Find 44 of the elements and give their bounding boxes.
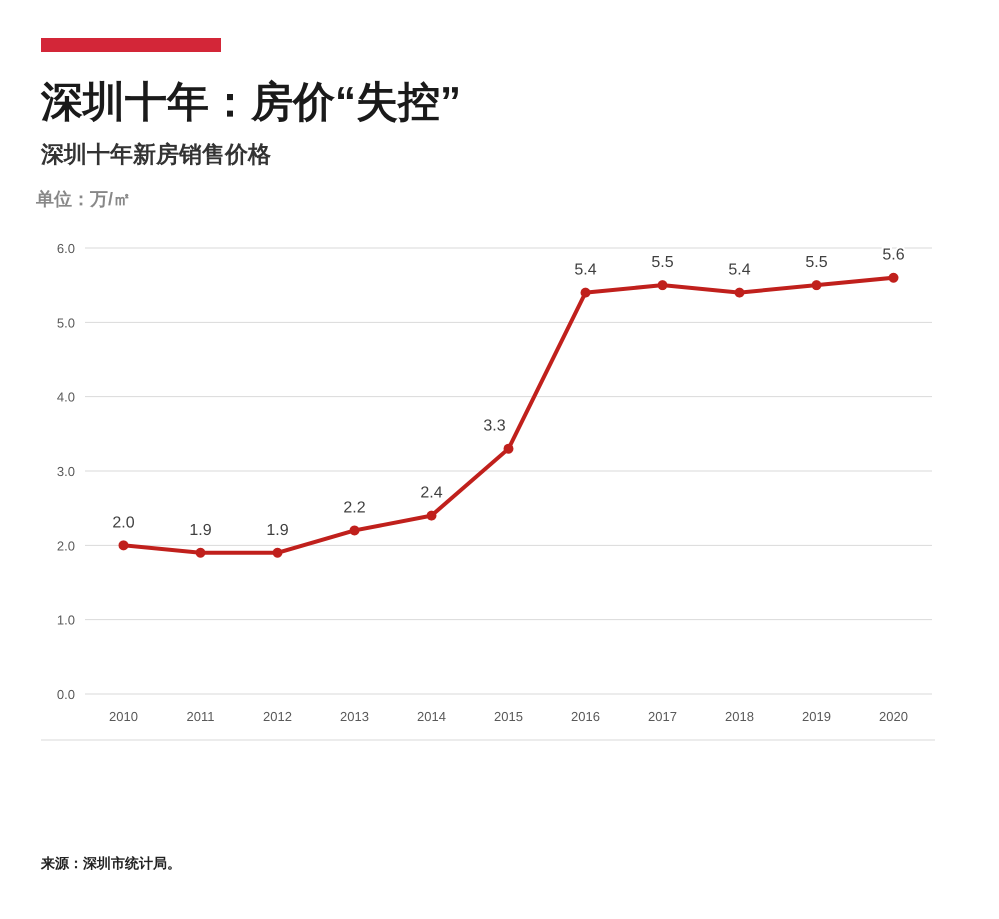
x-tick-label: 2020 — [879, 709, 908, 724]
x-tick-label: 2011 — [186, 709, 214, 724]
point — [888, 272, 898, 283]
data-label: 5.5 — [651, 254, 674, 272]
data-label: 3.3 — [483, 418, 506, 435]
point — [812, 280, 822, 290]
data-label: 5.6 — [882, 246, 905, 264]
chart-title: 深圳十年：房价“失控” — [40, 78, 461, 125]
data-label: 1.9 — [189, 522, 212, 539]
y-tick-label: 5.0 — [56, 315, 75, 330]
y-tick-label: 1.0 — [56, 612, 75, 628]
y-axis-title: 单位：万/㎡ — [35, 189, 132, 209]
x-tick-label: 2014 — [417, 709, 446, 724]
point — [350, 525, 360, 536]
x-tick-label: 2010 — [109, 709, 138, 724]
point — [272, 548, 282, 558]
data-label: 5.4 — [574, 262, 597, 279]
point — [118, 540, 128, 550]
point — [580, 288, 590, 298]
point — [658, 280, 668, 290]
x-tick-label: 2017 — [648, 709, 677, 724]
point — [426, 510, 436, 521]
x-tick-label: 2019 — [802, 709, 831, 724]
data-label: 2.2 — [343, 499, 366, 516]
x-tick-label: 2012 — [263, 709, 292, 724]
point — [734, 288, 744, 298]
point — [504, 444, 514, 454]
y-tick-label: 2.0 — [56, 538, 75, 554]
chart-subtitle: 深圳十年新房销售价格 — [40, 141, 271, 167]
x-tick-label: 2016 — [571, 709, 600, 724]
x-tick-label: 2013 — [340, 709, 369, 724]
x-tick-label: 2018 — [725, 709, 754, 724]
y-tick-label: 3.0 — [56, 464, 75, 479]
data-label: 1.9 — [266, 522, 289, 539]
data-label: 5.5 — [805, 254, 828, 272]
x-tick-label: 2015 — [494, 709, 523, 724]
data-label: 2.0 — [112, 514, 135, 532]
y-tick-label: 0.0 — [56, 687, 75, 702]
source-note: 来源：深圳市统计局。 — [40, 855, 181, 871]
data-label: 2.4 — [420, 484, 443, 502]
point — [196, 548, 206, 558]
y-tick-label: 4.0 — [56, 390, 75, 405]
data-label: 5.4 — [728, 262, 751, 279]
y-tick-label: 6.0 — [56, 241, 75, 256]
